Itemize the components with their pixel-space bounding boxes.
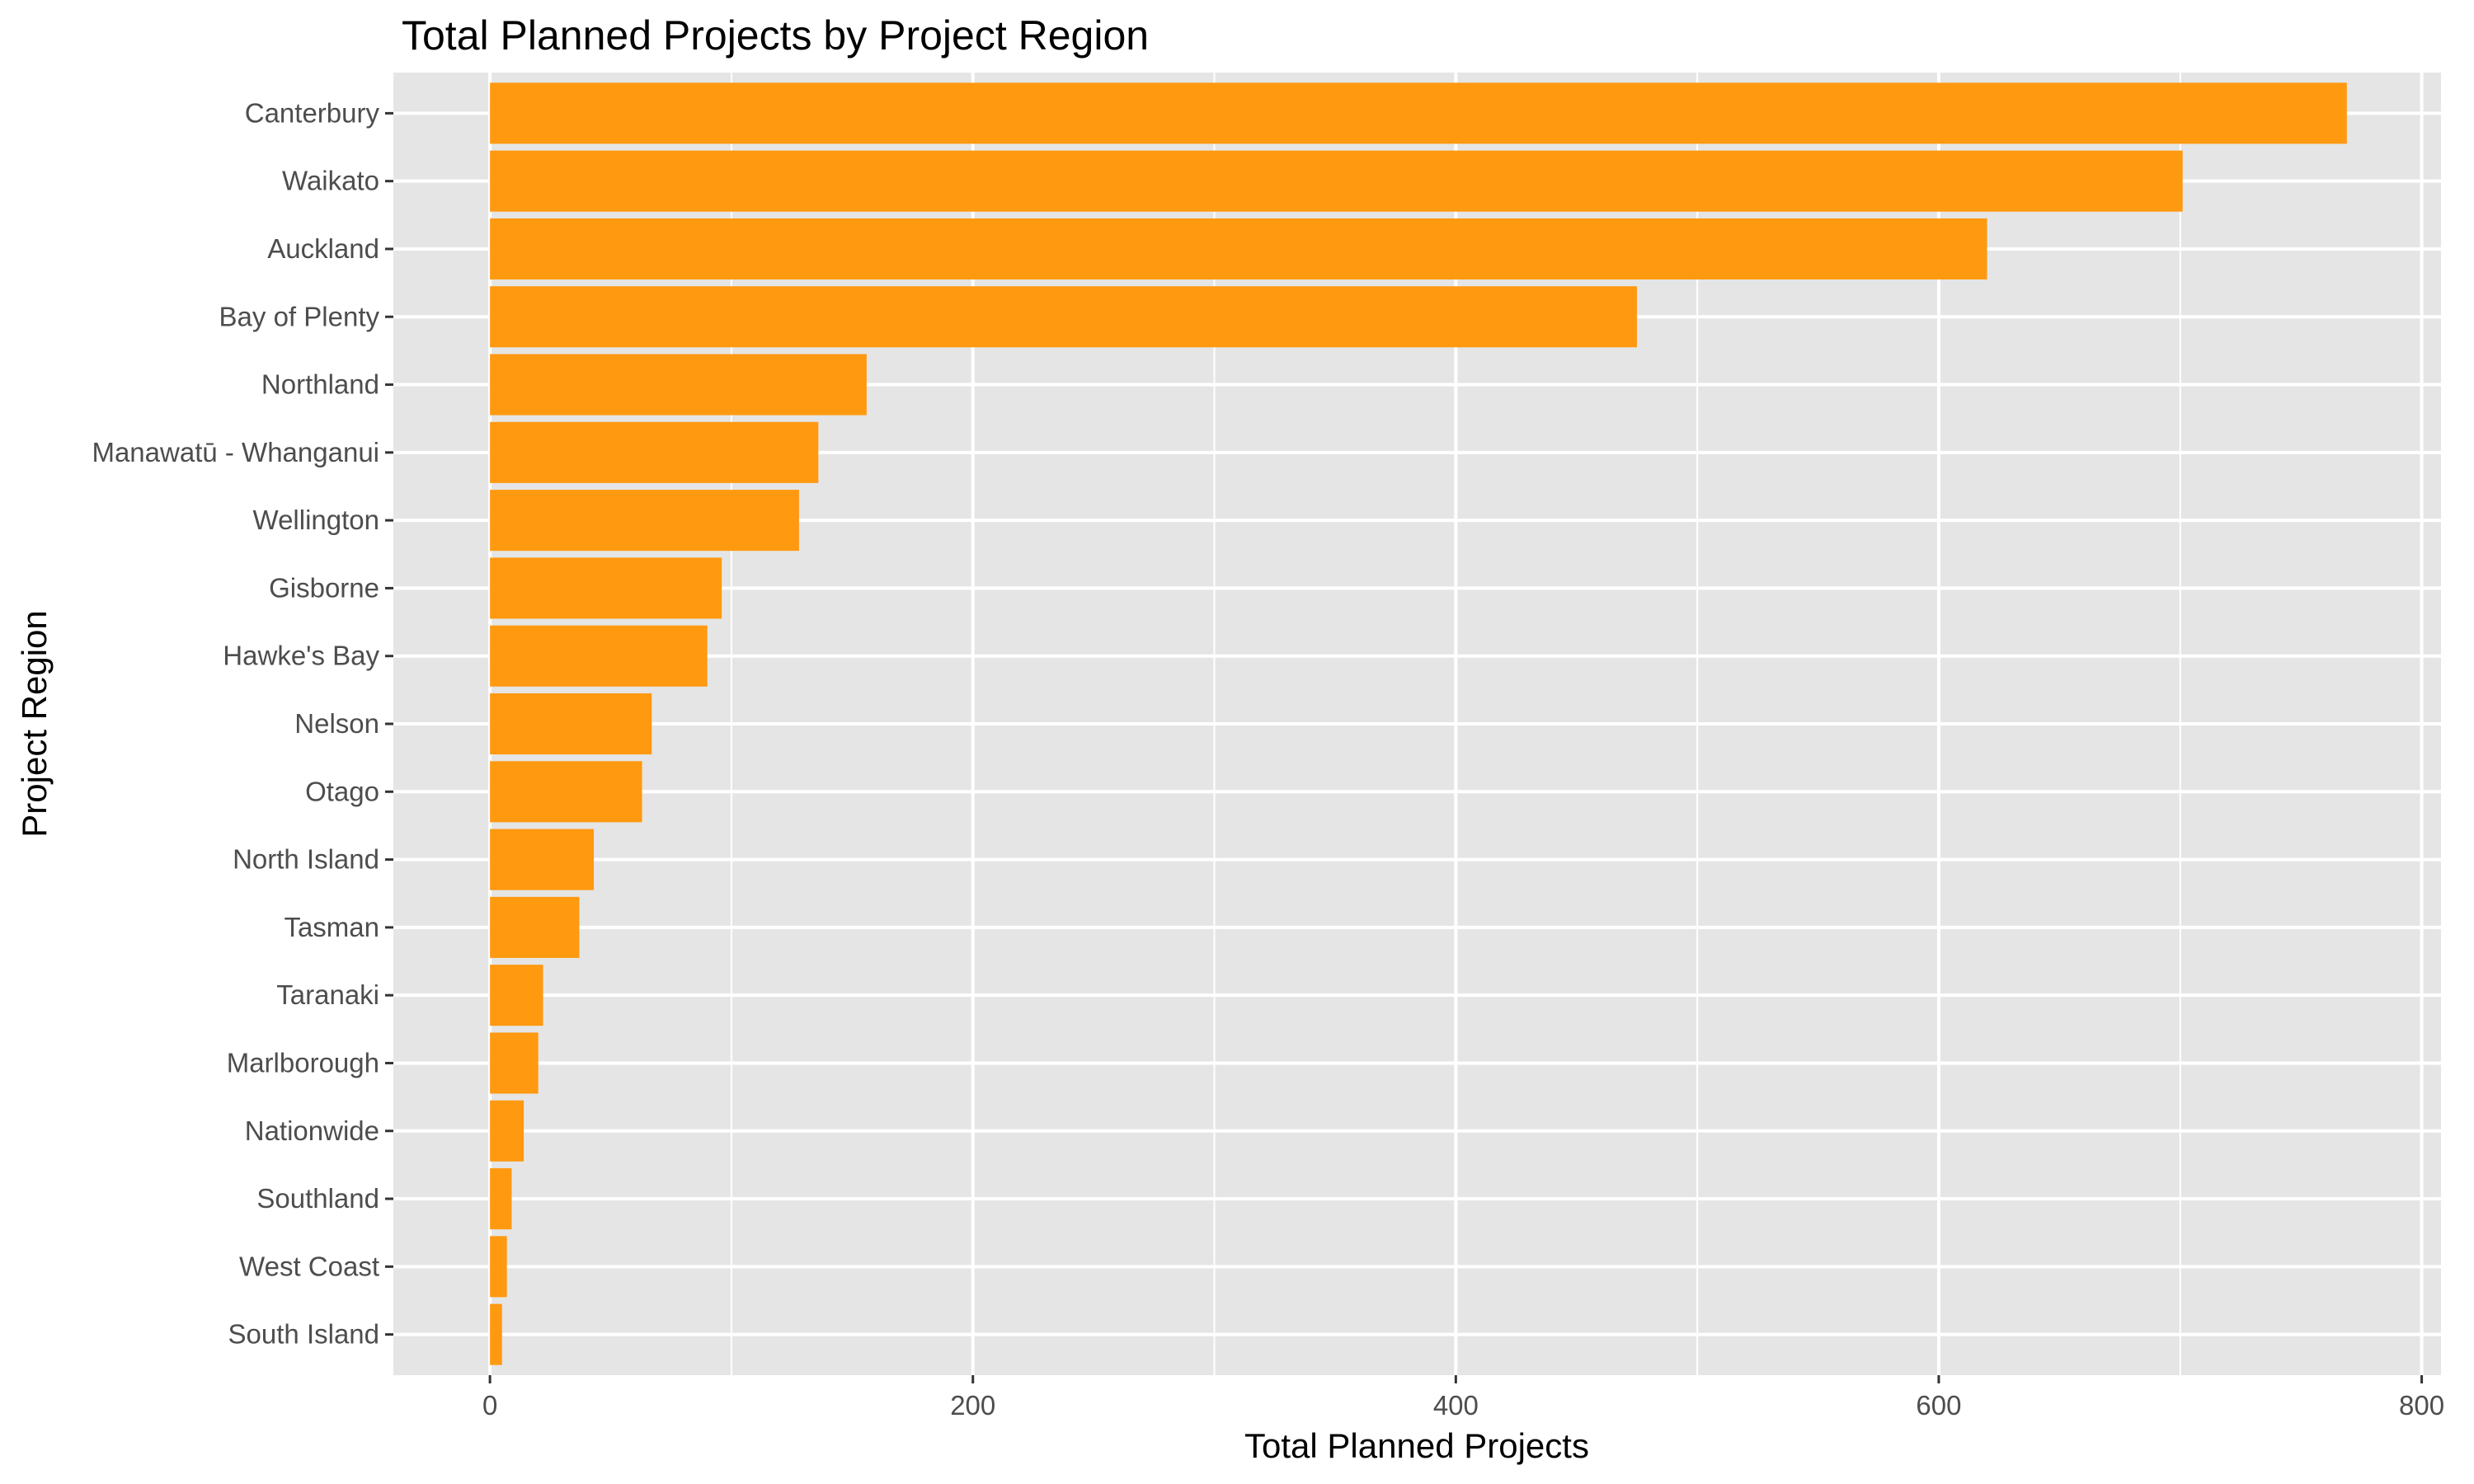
y-tick-label: Hawke's Bay (223, 641, 379, 671)
y-tick-label: Wellington (253, 505, 379, 535)
y-axis-title: Project Region (15, 610, 54, 837)
bar (490, 761, 642, 823)
y-tick-label: West Coast (239, 1251, 379, 1281)
bars (490, 82, 2347, 1365)
bar (490, 829, 595, 890)
bar (490, 150, 2183, 212)
bar (490, 1303, 502, 1365)
y-tick-label: North Island (233, 844, 379, 875)
bar (490, 1236, 507, 1298)
y-tick-label: Waikato (282, 166, 379, 196)
y-tick-label: Manawatū - Whanganui (92, 437, 379, 467)
bar (490, 490, 799, 552)
x-axis: 0 200 400 600 800 (482, 1375, 2444, 1421)
bar (490, 693, 652, 755)
y-tick-label: Nelson (294, 708, 379, 739)
y-tick-label: Nationwide (245, 1115, 379, 1146)
y-tick-label: Auckland (267, 233, 379, 264)
bar (490, 421, 819, 483)
y-tick-label: Northland (261, 369, 379, 400)
x-axis-title: Total Planned Projects (1244, 1426, 1589, 1465)
y-tick-label: Tasman (284, 912, 379, 942)
chart-title: Total Planned Projects by Project Region (402, 12, 1149, 59)
bar (490, 1100, 524, 1162)
x-tick-label: 0 (482, 1390, 497, 1421)
bar (490, 1032, 539, 1094)
y-tick-label: South Island (228, 1319, 379, 1350)
bar (490, 354, 867, 416)
y-tick-label: Taranaki (276, 979, 379, 1010)
y-tick-label: Marlborough (227, 1047, 379, 1078)
y-tick-label: Canterbury (245, 97, 380, 128)
bar (490, 557, 722, 619)
y-tick-label: Bay of Plenty (219, 301, 380, 331)
x-tick-label: 600 (1916, 1390, 1961, 1421)
bar (490, 286, 1637, 348)
y-tick-label: Otago (305, 776, 379, 806)
y-axis: Canterbury Waikato Auckland Bay of Plenty No… (92, 97, 393, 1350)
bar (490, 82, 2347, 144)
bar (490, 965, 543, 1026)
y-tick-label: Gisborne (269, 572, 379, 603)
x-tick-label: 200 (950, 1390, 995, 1421)
x-tick-label: 800 (2399, 1390, 2444, 1421)
x-tick-label: 400 (1433, 1390, 1479, 1421)
bar (490, 218, 1987, 279)
bar (490, 1168, 512, 1230)
bar (490, 896, 580, 958)
bar (490, 625, 708, 687)
y-tick-label: Southland (256, 1183, 379, 1214)
